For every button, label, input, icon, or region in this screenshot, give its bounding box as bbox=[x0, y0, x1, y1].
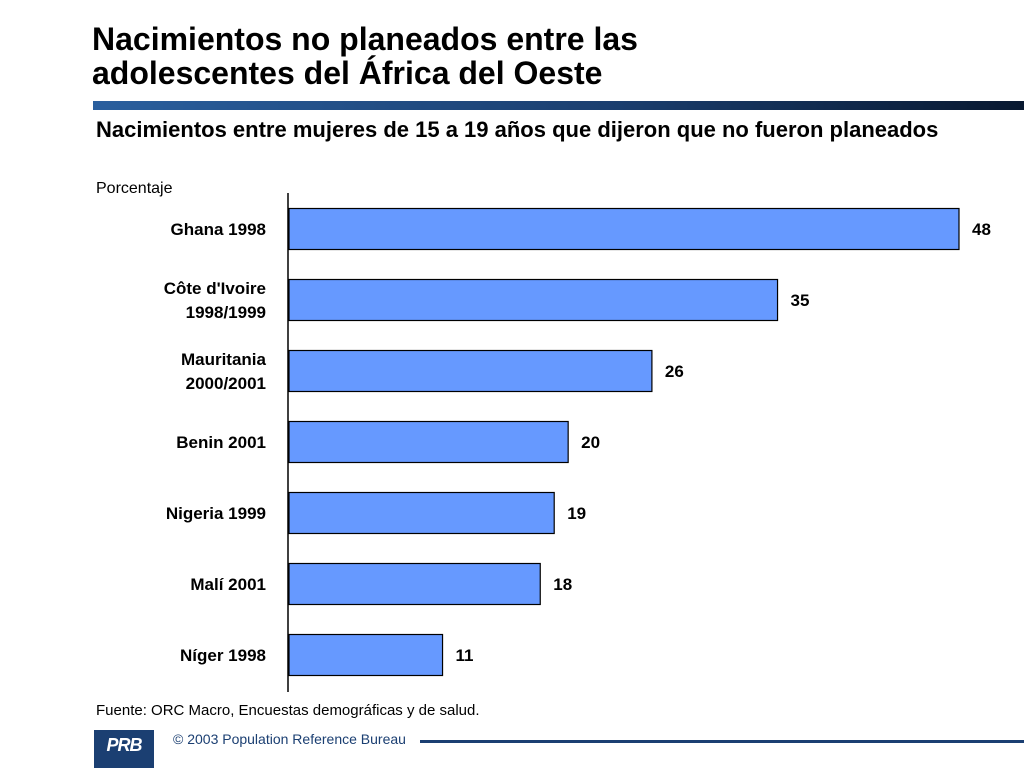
category-label-4-line-0: Nigeria 1999 bbox=[166, 504, 266, 523]
category-label-2-line-0: Mauritania bbox=[181, 350, 267, 369]
bar-value-label-5: 18 bbox=[553, 575, 572, 594]
source-note: Fuente: ORC Macro, Encuestas demográfica… bbox=[96, 702, 480, 719]
title-divider bbox=[93, 101, 1024, 110]
bar-2 bbox=[288, 349, 653, 393]
bar-value-label-0: 48 bbox=[972, 220, 991, 239]
bar-6 bbox=[288, 633, 444, 677]
category-label-6-line-0: Níger 1998 bbox=[180, 646, 266, 665]
prb-logo: PRB bbox=[94, 730, 154, 768]
bar-value-label-1: 35 bbox=[791, 291, 810, 310]
prb-logo-text: PRB bbox=[106, 735, 142, 755]
category-label-5-line-0: Malí 2001 bbox=[190, 575, 266, 594]
category-label-0-line-0: Ghana 1998 bbox=[171, 220, 266, 239]
bar-value-label-3: 20 bbox=[581, 433, 600, 452]
bar-value-label-4: 19 bbox=[567, 504, 586, 523]
category-label-1-line-0: Côte d'Ivoire bbox=[164, 279, 266, 298]
chart-title: Nacimientos entre mujeres de 15 a 19 año… bbox=[96, 117, 939, 142]
category-label-3-line-0: Benin 2001 bbox=[176, 433, 266, 452]
bar-4 bbox=[288, 491, 555, 535]
bar-3 bbox=[288, 420, 569, 464]
slide-title: Nacimientos no planeados entre las adole… bbox=[92, 22, 992, 90]
bar-value-label-2: 26 bbox=[665, 362, 684, 381]
category-label-1-line-1: 1998/1999 bbox=[186, 303, 266, 322]
bar-value-label-6: 11 bbox=[456, 646, 474, 665]
bar-1 bbox=[288, 278, 779, 322]
copyright-text: © 2003 Population Reference Bureau bbox=[173, 731, 406, 747]
bar-5 bbox=[288, 562, 541, 606]
slide-title-line-1: Nacimientos no planeados entre las bbox=[92, 21, 638, 57]
category-label-2-line-1: 2000/2001 bbox=[186, 374, 266, 393]
slide-title-line-2: adolescentes del África del Oeste bbox=[92, 55, 603, 91]
footer-divider bbox=[420, 740, 1024, 743]
bar-0 bbox=[288, 207, 960, 251]
axis-unit-label: Porcentaje bbox=[96, 180, 173, 197]
